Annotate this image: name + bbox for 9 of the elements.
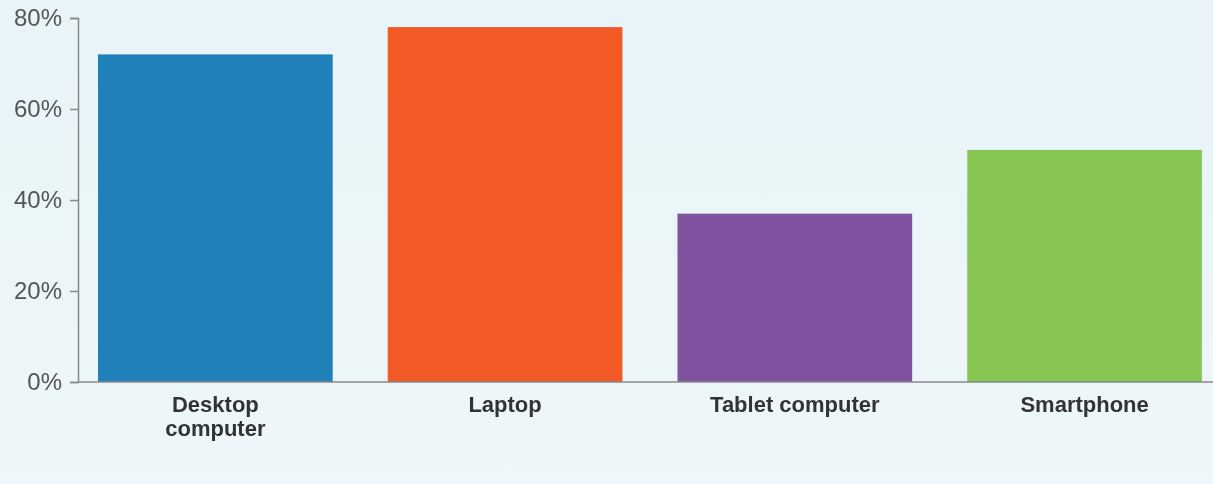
y-tick-label: 80% xyxy=(13,4,62,32)
y-tick-label: 60% xyxy=(13,95,62,123)
y-tick-label: 40% xyxy=(13,186,62,214)
x-tick-label: Tablet computer xyxy=(710,391,881,417)
y-tick-label: 0% xyxy=(27,368,62,396)
x-tick-label: Laptop xyxy=(468,391,542,417)
y-tick-label: 20% xyxy=(13,277,62,305)
x-tick-label: Desktop computer xyxy=(165,391,266,441)
x-tick-label: Smartphone xyxy=(1020,391,1149,417)
